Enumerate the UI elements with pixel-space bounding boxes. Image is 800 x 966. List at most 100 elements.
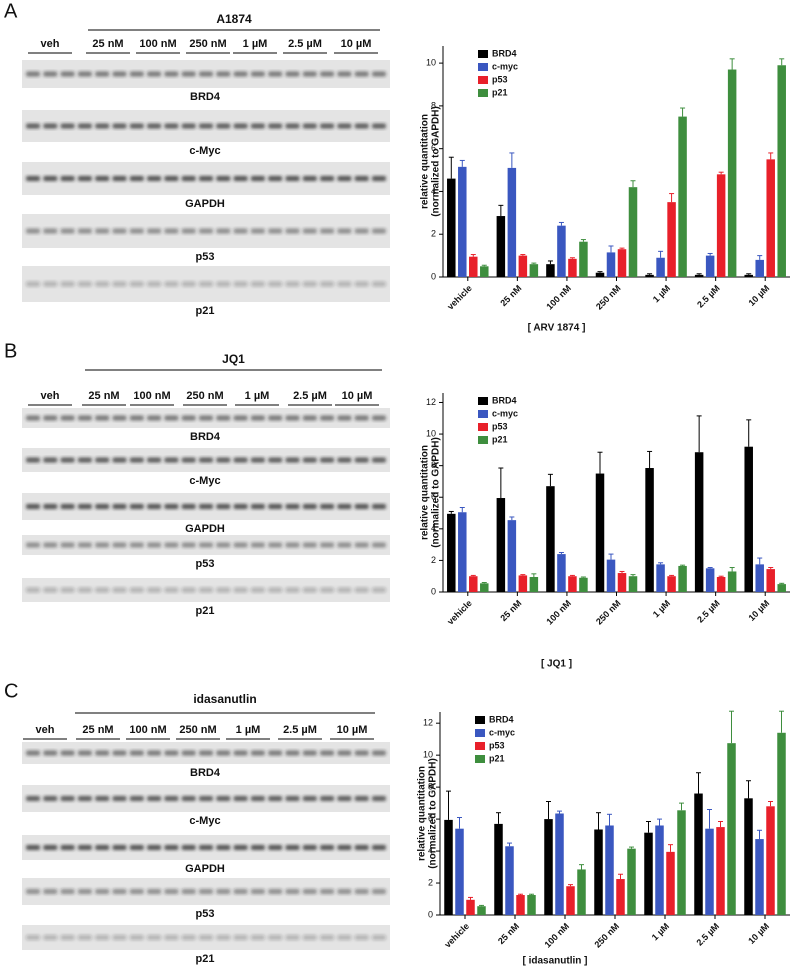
- legend-label: c-myc: [489, 727, 515, 737]
- bar: [546, 264, 555, 277]
- blot-band: [43, 796, 58, 801]
- blot-band: [354, 228, 369, 234]
- lane-group-label: 2.5 µM: [293, 390, 327, 402]
- blot-band: [233, 415, 248, 421]
- blot-band: [77, 796, 92, 801]
- blot-band: [250, 796, 265, 801]
- bar: [595, 473, 605, 592]
- bar: [678, 116, 687, 277]
- bar: [656, 257, 665, 277]
- blot-band: [285, 176, 300, 181]
- blot-band: [95, 457, 110, 463]
- blot-band: [250, 228, 265, 234]
- bar: [469, 576, 478, 592]
- bar: [677, 810, 686, 915]
- blot-band: [320, 228, 335, 234]
- legend-swatch: [478, 76, 488, 84]
- blot-band: [43, 504, 58, 509]
- blot-band: [372, 587, 386, 593]
- bar: [667, 202, 676, 277]
- blot-band: [337, 281, 352, 287]
- blot-bands: [26, 504, 386, 509]
- bar: [568, 258, 577, 277]
- blot-band: [26, 587, 40, 593]
- blot-band: [129, 415, 144, 421]
- legend-swatch: [475, 755, 485, 763]
- blot-band: [302, 845, 317, 850]
- blot-band: [112, 504, 127, 509]
- band-label: GAPDH: [185, 863, 225, 875]
- band-label: GAPDH: [185, 523, 225, 535]
- blot-band: [95, 542, 110, 548]
- blot-band: [216, 542, 231, 548]
- blot-band: [26, 845, 40, 850]
- blot-band: [199, 845, 213, 850]
- blot-band: [147, 228, 162, 234]
- lane-group-label: veh: [41, 38, 60, 50]
- bar: [744, 274, 753, 277]
- bar: [755, 839, 764, 915]
- blot-band: [112, 845, 127, 850]
- blot-band: [147, 123, 162, 129]
- bar: [527, 895, 536, 915]
- band-label: p21: [196, 305, 215, 317]
- blot-band: [112, 935, 127, 940]
- blot-band: [199, 587, 213, 593]
- blot-band: [95, 587, 110, 593]
- bar: [507, 520, 517, 592]
- band-label: c-Myc: [189, 475, 220, 487]
- bar: [694, 452, 704, 592]
- blot-band: [268, 71, 283, 77]
- blot-band: [337, 587, 352, 593]
- blot-band: [164, 935, 179, 940]
- lane-group-label: 100 nM: [129, 724, 166, 736]
- blot-band: [129, 228, 144, 234]
- blot-band: [147, 415, 162, 421]
- blot-band: [147, 71, 162, 77]
- bar: [727, 69, 737, 278]
- blot-band: [60, 504, 75, 509]
- blot-band: [354, 935, 369, 940]
- blot-band: [95, 889, 110, 894]
- blot-band: [320, 750, 335, 756]
- lane-group-label: 10 µM: [342, 390, 373, 402]
- x-tick-label: 1 µM: [651, 598, 672, 619]
- blot-band: [250, 504, 265, 509]
- bar: [507, 167, 517, 277]
- blot-band: [302, 796, 317, 801]
- x-tick-label: 250 nM: [594, 283, 623, 312]
- blot-band: [164, 228, 179, 234]
- blot-band: [216, 750, 231, 756]
- blot-band: [337, 504, 352, 509]
- legend-label: BRD4: [492, 48, 517, 58]
- blot-band: [285, 542, 300, 548]
- blot-bands: [26, 71, 386, 77]
- blot-band: [320, 889, 335, 894]
- blot-band: [164, 587, 179, 593]
- blot-band: [285, 587, 300, 593]
- blot-band: [337, 415, 352, 421]
- bar: [727, 571, 737, 592]
- blot-band: [216, 415, 231, 421]
- blot-band: [268, 457, 283, 463]
- bar: [727, 743, 736, 915]
- blot-band: [285, 750, 300, 756]
- blot-band: [26, 228, 40, 234]
- blot-title: A1874: [216, 12, 252, 26]
- y-axis-label: (normalized to GAPDH): [431, 437, 442, 548]
- lane-group-label: 10 µM: [337, 724, 368, 736]
- blot-band: [199, 415, 213, 421]
- blot-band: [372, 281, 386, 287]
- blot-band: [147, 176, 162, 181]
- bar: [605, 825, 614, 915]
- blot-band: [77, 935, 92, 940]
- blot-band: [77, 228, 92, 234]
- blot-band: [181, 542, 196, 548]
- blot-band: [302, 504, 317, 509]
- blot-band: [320, 415, 335, 421]
- blot-band: [354, 750, 369, 756]
- blot-band: [354, 504, 369, 509]
- bar: [516, 895, 525, 915]
- blot-band: [250, 750, 265, 756]
- panel-letter: C: [4, 680, 18, 702]
